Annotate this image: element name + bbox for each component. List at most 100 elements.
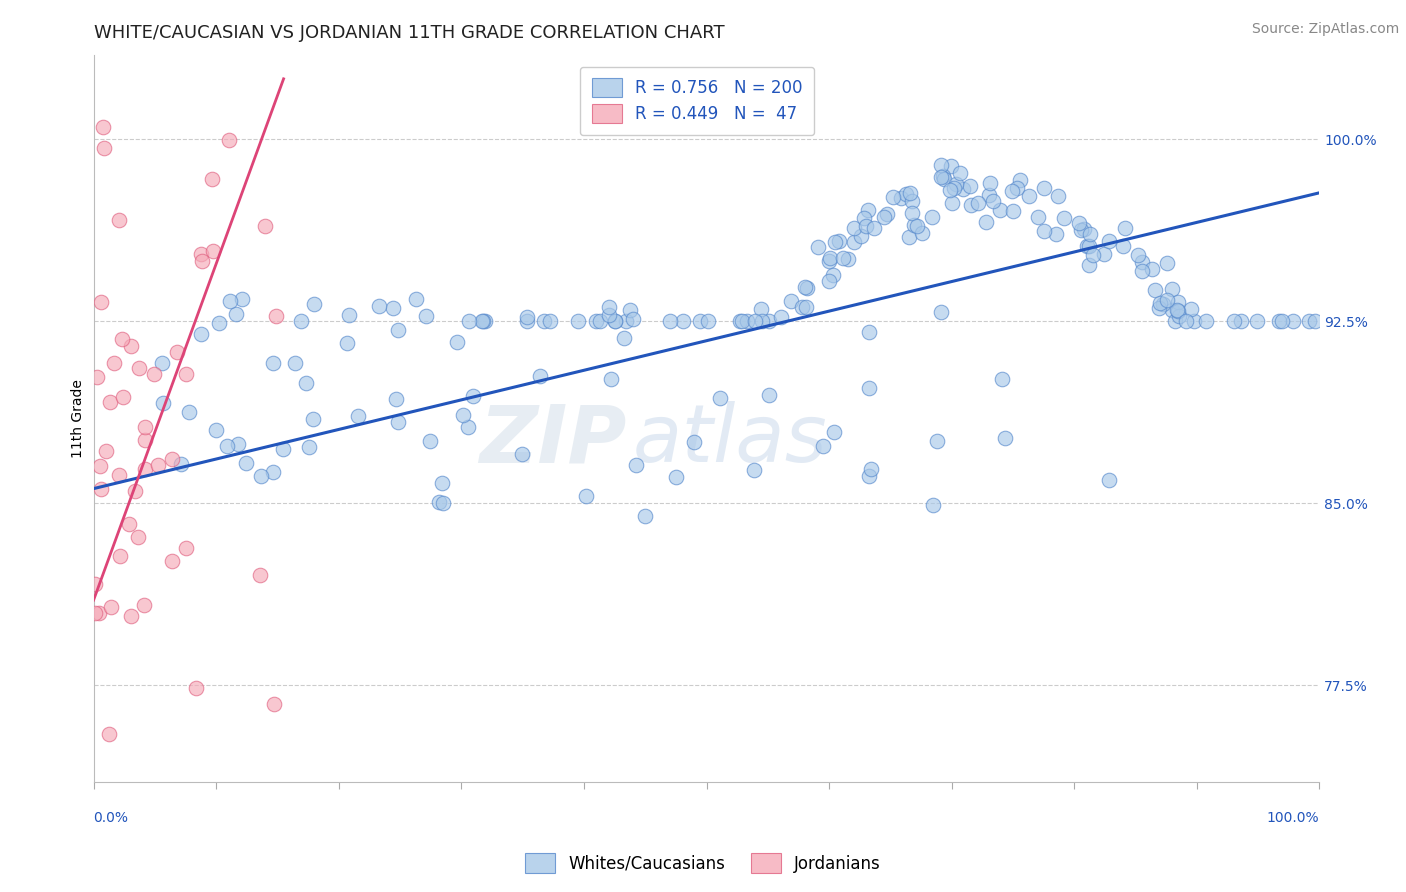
Point [1046,189,1069,203]
Point [932,172,955,186]
Point [873,211,896,225]
Point [142,367,165,381]
Point [780,293,803,308]
Point [911,226,934,240]
Point [1271,314,1294,328]
Point [889,191,911,205]
Point [832,251,855,265]
Point [427,494,450,508]
Point [853,211,876,225]
Point [90,482,112,496]
Point [516,310,538,324]
Point [111,390,134,404]
Point [1098,234,1121,248]
Point [758,314,780,328]
Point [901,206,924,220]
Legend: Whites/Caucasians, Jordanians: Whites/Caucasians, Jordanians [519,847,887,880]
Point [1167,295,1189,310]
Point [932,169,955,183]
Point [929,158,952,172]
Point [929,170,952,185]
Point [1222,314,1244,328]
Point [1164,314,1187,328]
Point [603,314,626,328]
Point [1180,302,1202,317]
Point [1001,185,1024,199]
Point [451,408,474,422]
Point [134,462,156,476]
Point [346,409,368,423]
Point [744,314,766,328]
Point [262,465,284,479]
Point [959,178,981,193]
Point [1010,172,1032,186]
Point [589,314,612,328]
Point [820,251,842,265]
Point [1152,296,1174,310]
Point [1303,314,1326,328]
Point [1130,264,1153,278]
Point [1073,221,1095,235]
Point [952,181,974,195]
Point [949,166,972,180]
Point [190,246,212,260]
Point [858,381,880,395]
Point [111,332,134,346]
Point [1156,256,1178,270]
Point [858,203,880,218]
Point [1168,310,1191,324]
Point [858,325,880,339]
Point [790,301,813,315]
Point [170,457,193,471]
Point [419,434,441,448]
Point [1070,223,1092,237]
Point [672,314,695,328]
Point [991,371,1014,385]
Point [538,314,561,328]
Point [432,476,454,491]
Point [1092,247,1115,261]
Point [1175,314,1198,328]
Point [108,212,131,227]
Point [385,392,408,406]
Point [1161,282,1184,296]
Point [1166,303,1188,318]
Point [1033,224,1056,238]
Point [128,361,150,376]
Point [1026,210,1049,224]
Point [336,335,359,350]
Point [896,187,918,202]
Point [432,495,454,509]
Point [796,300,818,314]
Point [207,316,229,330]
Point [458,314,481,328]
Point [689,314,711,328]
Point [624,458,647,472]
Point [758,388,780,402]
Point [179,405,201,419]
Point [967,195,990,210]
Point [1149,296,1171,310]
Point [290,314,312,328]
Point [162,554,184,568]
Point [1282,314,1305,328]
Point [897,230,920,244]
Point [190,326,212,341]
Point [160,452,183,467]
Point [1032,180,1054,194]
Point [529,369,551,384]
Point [174,541,197,555]
Point [858,469,880,483]
Point [446,334,468,349]
Text: 100.0%: 100.0% [1267,811,1319,825]
Point [939,183,962,197]
Point [807,240,830,254]
Point [818,274,841,288]
Point [614,314,637,328]
Point [472,314,495,328]
Point [231,293,253,307]
Point [120,339,142,353]
Point [1098,473,1121,487]
Point [1167,303,1189,318]
Point [824,235,846,249]
